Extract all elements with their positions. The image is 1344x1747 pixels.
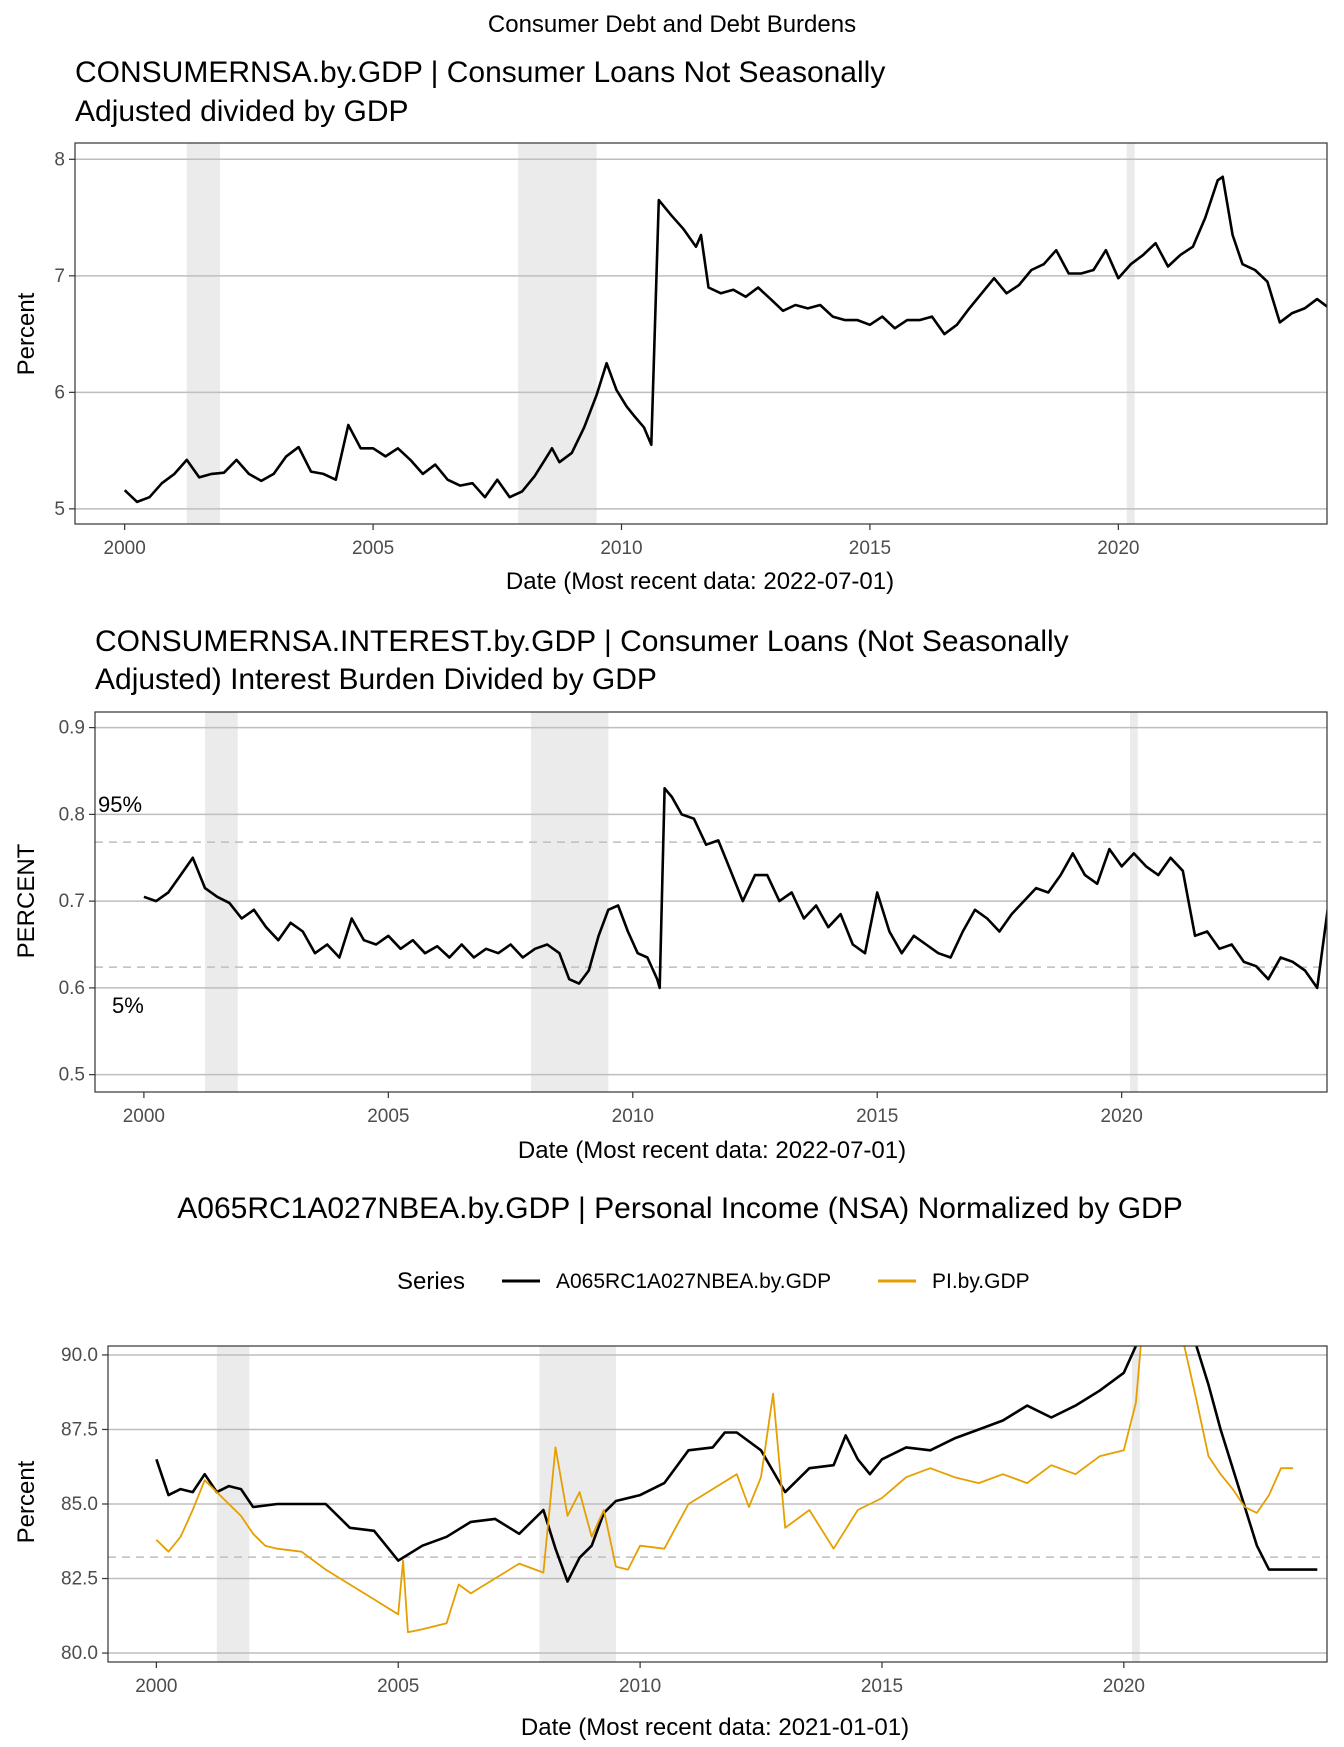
y-tick-label: 0.9 (59, 718, 85, 739)
x-tick-label: 2000 (135, 1676, 177, 1697)
y-tick-label: 7 (54, 266, 65, 287)
legend: Series A065RC1A027NBEA.by.GDP PI.by.GDP (397, 1268, 1030, 1295)
x-tick-label: 2010 (600, 538, 642, 559)
chart-consumer-loans-by-gdp: CONSUMERNSA.by.GDP | Consumer Loans Not … (13, 56, 1328, 595)
x-tick-label: 2005 (367, 1106, 409, 1127)
y-tick-label: 5 (54, 499, 65, 520)
series-line-1 (123, 175, 1327, 504)
page-title: Consumer Debt and Debt Burdens (488, 11, 856, 38)
y-tick-label: 0.8 (59, 804, 85, 825)
chart-personal-income-by-gdp: A065RC1A027NBEA.by.GDP | Personal Income… (13, 1192, 1328, 1741)
plot-frame (94, 711, 1328, 1093)
plot-frame (74, 142, 1328, 525)
x-tick-label: 2000 (104, 538, 146, 559)
y-tick-label: 80.0 (61, 1643, 98, 1664)
chart-title: A065RC1A027NBEA.by.GDP | Personal Income… (177, 1192, 1182, 1225)
plot-frame (107, 1345, 1328, 1663)
recession-band (1129, 712, 1138, 1092)
recession-band (518, 143, 597, 524)
x-axis-label: Date (Most recent data: 2021-01-01) (521, 1714, 909, 1741)
y-tick-label: 87.5 (61, 1419, 98, 1440)
y-tick-label: 0.5 (59, 1065, 85, 1086)
x-tick-label: 2015 (861, 1676, 903, 1697)
x-tick-label: 2015 (849, 538, 891, 559)
y-tick-label: 0.7 (59, 891, 85, 912)
y-tick-label: 6 (54, 382, 65, 403)
x-axis-label: Date (Most recent data: 2022-07-01) (518, 1137, 906, 1164)
x-tick-label: 2020 (1101, 1106, 1143, 1127)
legend-label-series-1: A065RC1A027NBEA.by.GDP (556, 1270, 831, 1293)
reference-label-95: 95% (98, 792, 142, 817)
recession-band (205, 712, 238, 1092)
chart-consumer-loans-interest-burden: CONSUMERNSA.INTEREST.by.GDP | Consumer L… (13, 625, 1328, 1164)
y-axis-label: Percent (13, 292, 40, 375)
y-tick-label: 8 (54, 149, 65, 170)
reference-label-5: 5% (112, 993, 144, 1018)
series-line-1 (155, 1346, 1138, 1583)
x-tick-label: 2005 (352, 538, 394, 559)
legend-title: Series (397, 1268, 465, 1295)
recession-band (186, 143, 221, 524)
series-line-1 (1195, 1346, 1318, 1571)
y-tick-label: 82.5 (61, 1569, 98, 1590)
series-line-1 (143, 787, 1327, 990)
y-tick-label: 90.0 (61, 1345, 98, 1366)
x-tick-label: 2000 (123, 1106, 165, 1127)
x-tick-label: 2015 (856, 1106, 898, 1127)
y-axis-label: Percent (13, 1460, 40, 1543)
x-tick-label: 2020 (1103, 1676, 1145, 1697)
x-axis-label: Date (Most recent data: 2022-07-01) (506, 568, 894, 595)
series-line-2 (155, 1346, 1142, 1634)
series-line-2 (1183, 1346, 1294, 1514)
recession-band (1126, 143, 1135, 524)
y-tick-label: 0.6 (59, 978, 85, 999)
recession-band (531, 712, 609, 1092)
chart-title-line-1: CONSUMERNSA.INTEREST.by.GDP | Consumer L… (95, 625, 1069, 658)
x-tick-label: 2010 (612, 1106, 654, 1127)
x-tick-label: 2010 (619, 1676, 661, 1697)
y-axis-label: PERCENT (13, 843, 40, 958)
chart-title-line-1: CONSUMERNSA.by.GDP | Consumer Loans Not … (75, 56, 885, 89)
chart-title-line-2: Adjusted divided by GDP (75, 95, 409, 128)
x-tick-label: 2020 (1097, 538, 1139, 559)
y-tick-label: 85.0 (61, 1494, 98, 1515)
legend-label-series-2: PI.by.GDP (932, 1270, 1030, 1293)
x-tick-label: 2005 (377, 1676, 419, 1697)
chart-title-line-2: Adjusted) Interest Burden Divided by GDP (95, 663, 657, 696)
